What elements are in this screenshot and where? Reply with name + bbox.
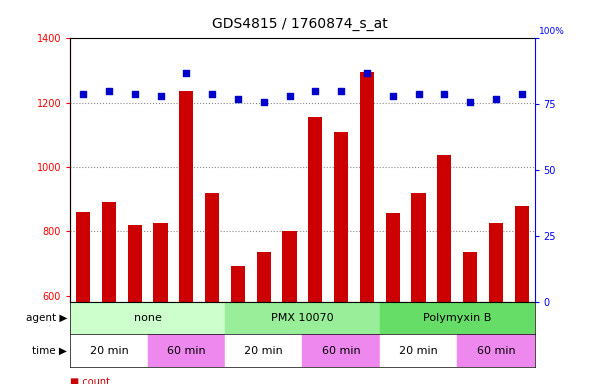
Bar [309,117,323,384]
Point [388,93,398,99]
Bar [148,334,225,367]
Bar [128,225,142,384]
Text: Polymyxin B: Polymyxin B [423,313,491,323]
Text: 100%: 100% [539,26,565,36]
Text: time ▶: time ▶ [32,346,67,356]
Bar [463,252,477,384]
Text: ■ count: ■ count [70,377,110,384]
Point [439,91,449,97]
Bar [225,302,380,334]
Bar [225,334,302,367]
Bar [282,232,297,384]
Text: 60 min: 60 min [477,346,515,356]
Bar [70,302,225,334]
Bar [489,223,503,384]
Text: none: none [134,313,161,323]
Point [130,91,140,97]
Bar [102,202,116,384]
Text: 20 min: 20 min [244,346,283,356]
Point [414,91,423,97]
Bar [70,334,148,367]
Point [465,99,475,105]
Bar [205,193,219,384]
Bar [360,72,374,384]
Bar [386,213,400,384]
Text: GDS4815 / 1760874_s_at: GDS4815 / 1760874_s_at [211,17,387,31]
Point [259,99,269,105]
Bar [179,91,194,384]
Point [78,91,88,97]
Bar [514,206,529,384]
Bar [457,334,535,367]
Bar [437,155,452,384]
Bar [334,132,348,384]
Text: 60 min: 60 min [167,346,206,356]
Point [104,88,114,94]
Bar [380,302,535,334]
Point [207,91,217,97]
Bar [153,223,167,384]
Bar [231,266,245,384]
Bar [380,334,457,367]
Point [336,88,346,94]
Bar [76,212,90,384]
Bar [302,334,380,367]
Text: 60 min: 60 min [322,346,360,356]
Text: 20 min: 20 min [90,346,128,356]
Point [181,70,191,76]
Point [491,96,501,102]
Point [233,96,243,102]
Point [362,70,372,76]
Text: PMX 10070: PMX 10070 [271,313,334,323]
Text: agent ▶: agent ▶ [26,313,67,323]
Text: 20 min: 20 min [399,346,438,356]
Point [517,91,527,97]
Point [285,93,295,99]
Point [156,93,166,99]
Point [310,88,320,94]
Bar [257,252,271,384]
Bar [411,193,426,384]
